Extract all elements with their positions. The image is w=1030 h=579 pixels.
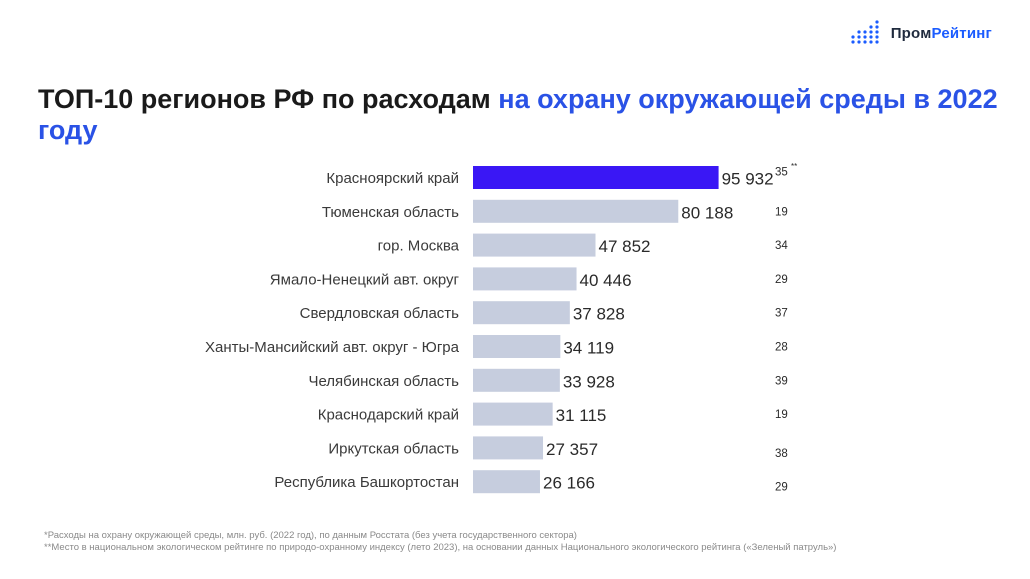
category-label: Республика Башкортостан	[274, 474, 459, 491]
footnote-1: *Расходы на охрану окружающей среды, млн…	[44, 530, 577, 541]
bar	[473, 267, 577, 291]
bar	[473, 166, 719, 189]
rank-label: 34	[775, 240, 788, 252]
value-label: 26 166	[543, 474, 595, 493]
footnotes: *Расходы на охрану окружающей среды, млн…	[44, 530, 836, 554]
value-label: 27 357	[546, 440, 598, 459]
bar	[473, 301, 570, 325]
bar	[473, 402, 553, 426]
rank-marker: **	[791, 162, 797, 171]
rank-label: 35	[775, 167, 788, 179]
value-label: 37 828	[573, 305, 625, 324]
rank-label: 29	[775, 274, 788, 286]
value-label: 40 446	[580, 271, 632, 290]
title-highlight: на охрану окружающей среды в 2022 году	[38, 84, 998, 145]
rank-label: 19	[775, 206, 788, 218]
category-label: Краснодарский край	[318, 407, 459, 424]
rank-label: 37	[775, 308, 788, 320]
bar	[473, 233, 596, 257]
value-label: 33 928	[563, 372, 615, 391]
category-label: Свердловская область	[300, 305, 460, 322]
rank-label: 28	[775, 342, 788, 354]
bar	[473, 199, 679, 223]
category-label: Челябинская область	[308, 373, 459, 390]
value-label: 34 119	[563, 339, 614, 358]
page-title: ТОП-10 регионов РФ по расходам на охрану…	[38, 84, 998, 146]
bar	[473, 368, 560, 392]
category-label: Тюменская область	[322, 204, 459, 221]
category-label: гор. Москва	[378, 238, 460, 255]
footnote-2: **Место в национальном экологическом рей…	[44, 542, 837, 553]
rank-label: 39	[775, 375, 788, 387]
category-label: Ханты-Мансийский авт. округ - Югра	[205, 339, 460, 356]
value-label: 47 852	[599, 237, 651, 256]
value-label: 31 115	[556, 406, 607, 425]
rank-label: 29	[775, 482, 788, 494]
category-label: Ямало-Ненецкий авт. округ	[270, 271, 460, 288]
bar	[473, 436, 544, 460]
logo: ПромРейтинг	[851, 20, 992, 46]
category-label: Красноярский край	[326, 170, 459, 187]
rank-label: 38	[775, 448, 788, 460]
category-label: Иркутская область	[328, 440, 459, 457]
value-label: 80 188	[681, 203, 733, 222]
logo-text: ПромРейтинг	[890, 24, 992, 42]
bar	[473, 335, 561, 358]
rank-label: 19	[775, 409, 788, 421]
title-main: ТОП-10 регионов РФ по расходам	[38, 84, 499, 114]
value-label: 95 932	[722, 170, 774, 189]
bar-dots-icon	[851, 20, 879, 44]
bar	[473, 470, 540, 494]
